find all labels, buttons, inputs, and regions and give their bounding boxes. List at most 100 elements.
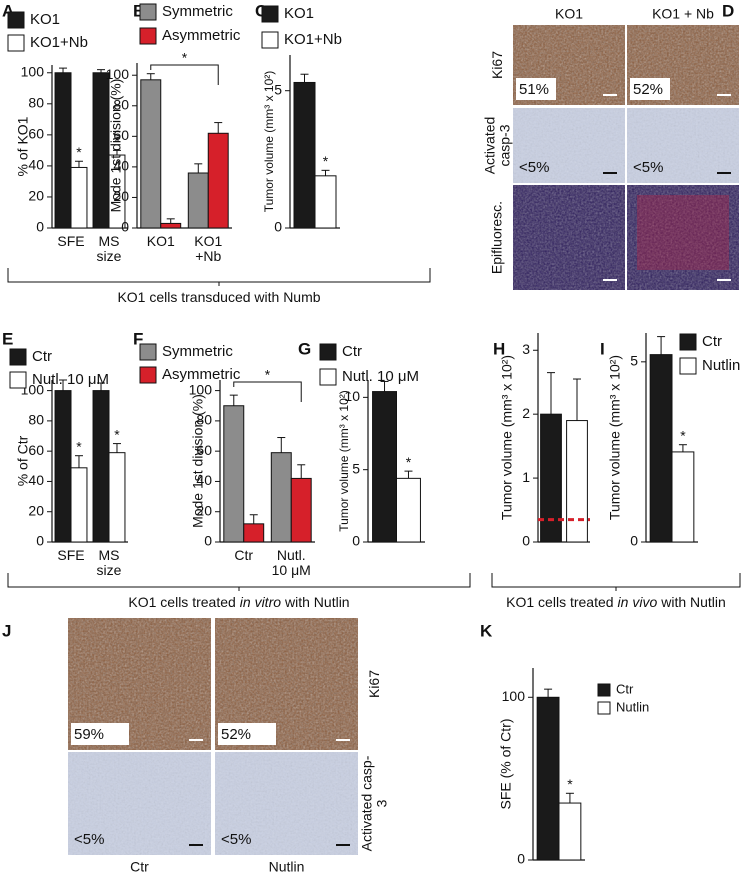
x-tick-label: SFE bbox=[57, 548, 85, 563]
legend-label: KO1+Nb bbox=[30, 34, 88, 51]
y-axis-label: SFE (% of Ctr) bbox=[498, 718, 514, 809]
caption-part: KO1 cells treated bbox=[128, 594, 235, 610]
x-tick-label: MS size bbox=[96, 234, 122, 264]
legend-label: KO1+Nb bbox=[284, 31, 342, 48]
bar bbox=[293, 81, 316, 229]
panel-letter: F bbox=[133, 329, 143, 348]
caption-part: in vitro bbox=[240, 594, 281, 610]
y-tick-label: 60 bbox=[113, 127, 129, 143]
bar bbox=[70, 467, 88, 543]
significance: * bbox=[76, 144, 82, 160]
legend-swatch bbox=[139, 366, 157, 384]
panel-letter: K bbox=[480, 621, 493, 640]
x-tick-label-box: Ctr bbox=[234, 548, 254, 563]
x-tick-label: KO1 bbox=[146, 234, 175, 249]
column-label: Ctr bbox=[130, 859, 149, 875]
caption: KO1 cells transduced with Numb bbox=[117, 289, 320, 305]
legend-label: Nutlin bbox=[616, 699, 649, 714]
bracket bbox=[7, 268, 431, 286]
bar bbox=[649, 354, 673, 543]
bar bbox=[566, 420, 588, 543]
significance: * bbox=[182, 50, 188, 66]
legend-label: KO1 bbox=[284, 5, 314, 22]
row-label: Ki67 bbox=[488, 50, 505, 80]
y-tick-label: 20 bbox=[28, 502, 44, 518]
x-tick-label: KO1 +Nb bbox=[194, 234, 223, 264]
bracket-line bbox=[150, 64, 219, 85]
legend-swatch bbox=[139, 343, 157, 361]
x-tick-label-box: KO1 +Nb bbox=[194, 234, 223, 264]
caption-part: KO1 cells treated bbox=[506, 594, 613, 610]
x-tick-label-box: SFE bbox=[57, 548, 85, 563]
bar bbox=[270, 452, 292, 543]
significance: * bbox=[406, 454, 412, 470]
x-tick-label-box: SFE bbox=[57, 234, 85, 249]
micrograph-texture bbox=[627, 108, 739, 183]
y-tick-label: 0 bbox=[204, 533, 212, 549]
y-tick-label: 100 bbox=[502, 688, 526, 704]
bracket bbox=[7, 573, 471, 591]
y-axis-label: Tumor volume (mm³ x 10²) bbox=[262, 71, 276, 213]
bracket bbox=[491, 573, 741, 591]
panel-letter: E bbox=[2, 329, 13, 348]
y-tick-label: 100 bbox=[21, 63, 45, 79]
legend-swatch bbox=[319, 368, 337, 386]
y-tick-label: 0 bbox=[36, 219, 44, 235]
value-label: 59% bbox=[74, 726, 104, 743]
y-tick-label: 0 bbox=[517, 851, 525, 867]
legend-swatch bbox=[679, 333, 697, 351]
value-label-bg bbox=[218, 723, 276, 745]
bar bbox=[140, 79, 162, 229]
column-label: KO1 bbox=[555, 6, 583, 22]
value-label: 52% bbox=[633, 81, 663, 98]
y-tick-label: 60 bbox=[28, 126, 44, 142]
x-tick-label: MS size bbox=[96, 548, 122, 578]
y-tick-label: 40 bbox=[196, 472, 212, 488]
x-tick-label: SFE bbox=[57, 234, 85, 249]
legend-label: Asymmetric bbox=[162, 366, 241, 383]
bar bbox=[243, 523, 265, 543]
legend-swatch bbox=[261, 31, 279, 49]
value-label-bg bbox=[516, 78, 556, 100]
bar bbox=[540, 413, 562, 543]
fluorescence-glow bbox=[637, 195, 729, 270]
legend-swatch bbox=[139, 3, 157, 21]
y-tick-label: 0 bbox=[630, 533, 638, 549]
y-tick-label: 5 bbox=[352, 460, 360, 476]
y-tick-label: 1 bbox=[522, 469, 530, 485]
value-label: 51% bbox=[519, 81, 549, 98]
x-tick-label-box: MS size bbox=[96, 548, 122, 578]
x-tick-label: Ctr bbox=[234, 548, 254, 563]
y-tick-label: 20 bbox=[113, 188, 129, 204]
legend-label: Asymmetric bbox=[162, 27, 241, 44]
micrograph-texture bbox=[513, 185, 625, 290]
y-tick-label: 80 bbox=[28, 95, 44, 111]
value-label: 52% bbox=[221, 726, 251, 743]
significance: * bbox=[680, 427, 686, 443]
row-label-box: Activated casp-3 bbox=[481, 117, 512, 175]
value-label: <5% bbox=[74, 831, 104, 848]
legend-label: Ctr bbox=[702, 333, 722, 350]
y-tick-label: 10 bbox=[344, 388, 360, 404]
micrograph-texture bbox=[68, 752, 211, 855]
x-tick-label: Nutl. 10 μM bbox=[271, 548, 311, 578]
caption-part: with Nutlin bbox=[660, 594, 726, 610]
significance: * bbox=[114, 426, 120, 442]
value-label: <5% bbox=[221, 831, 251, 848]
panel-letter: J bbox=[2, 621, 11, 640]
panel-letter: H bbox=[493, 339, 505, 358]
panel-letter: G bbox=[298, 339, 311, 358]
y-tick-label: 3 bbox=[522, 341, 530, 357]
bar bbox=[290, 477, 312, 543]
legend-label: Ctr bbox=[32, 348, 52, 365]
legend-swatch bbox=[7, 34, 25, 52]
y-axis-label: Mode 1st division (%) bbox=[190, 394, 206, 528]
y-tick-label: 100 bbox=[21, 381, 45, 397]
y-tick-label: 60 bbox=[28, 442, 44, 458]
row-label-box: Ki67 bbox=[366, 670, 382, 698]
legend-label: Ctr bbox=[616, 681, 634, 696]
bar bbox=[92, 390, 110, 543]
y-tick-label: 2 bbox=[522, 405, 530, 421]
legend-swatch bbox=[319, 343, 337, 361]
